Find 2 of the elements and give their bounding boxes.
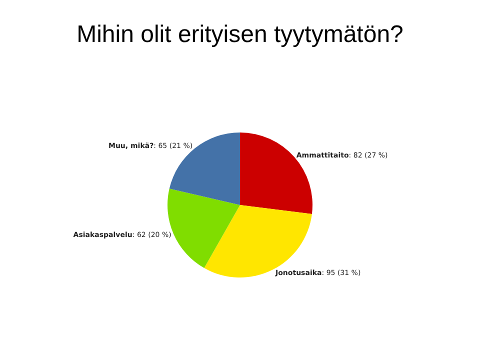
chart-title: Mihin olit erityisen tyytymätön? (76, 21, 404, 48)
pie-slice (169, 132, 240, 205)
